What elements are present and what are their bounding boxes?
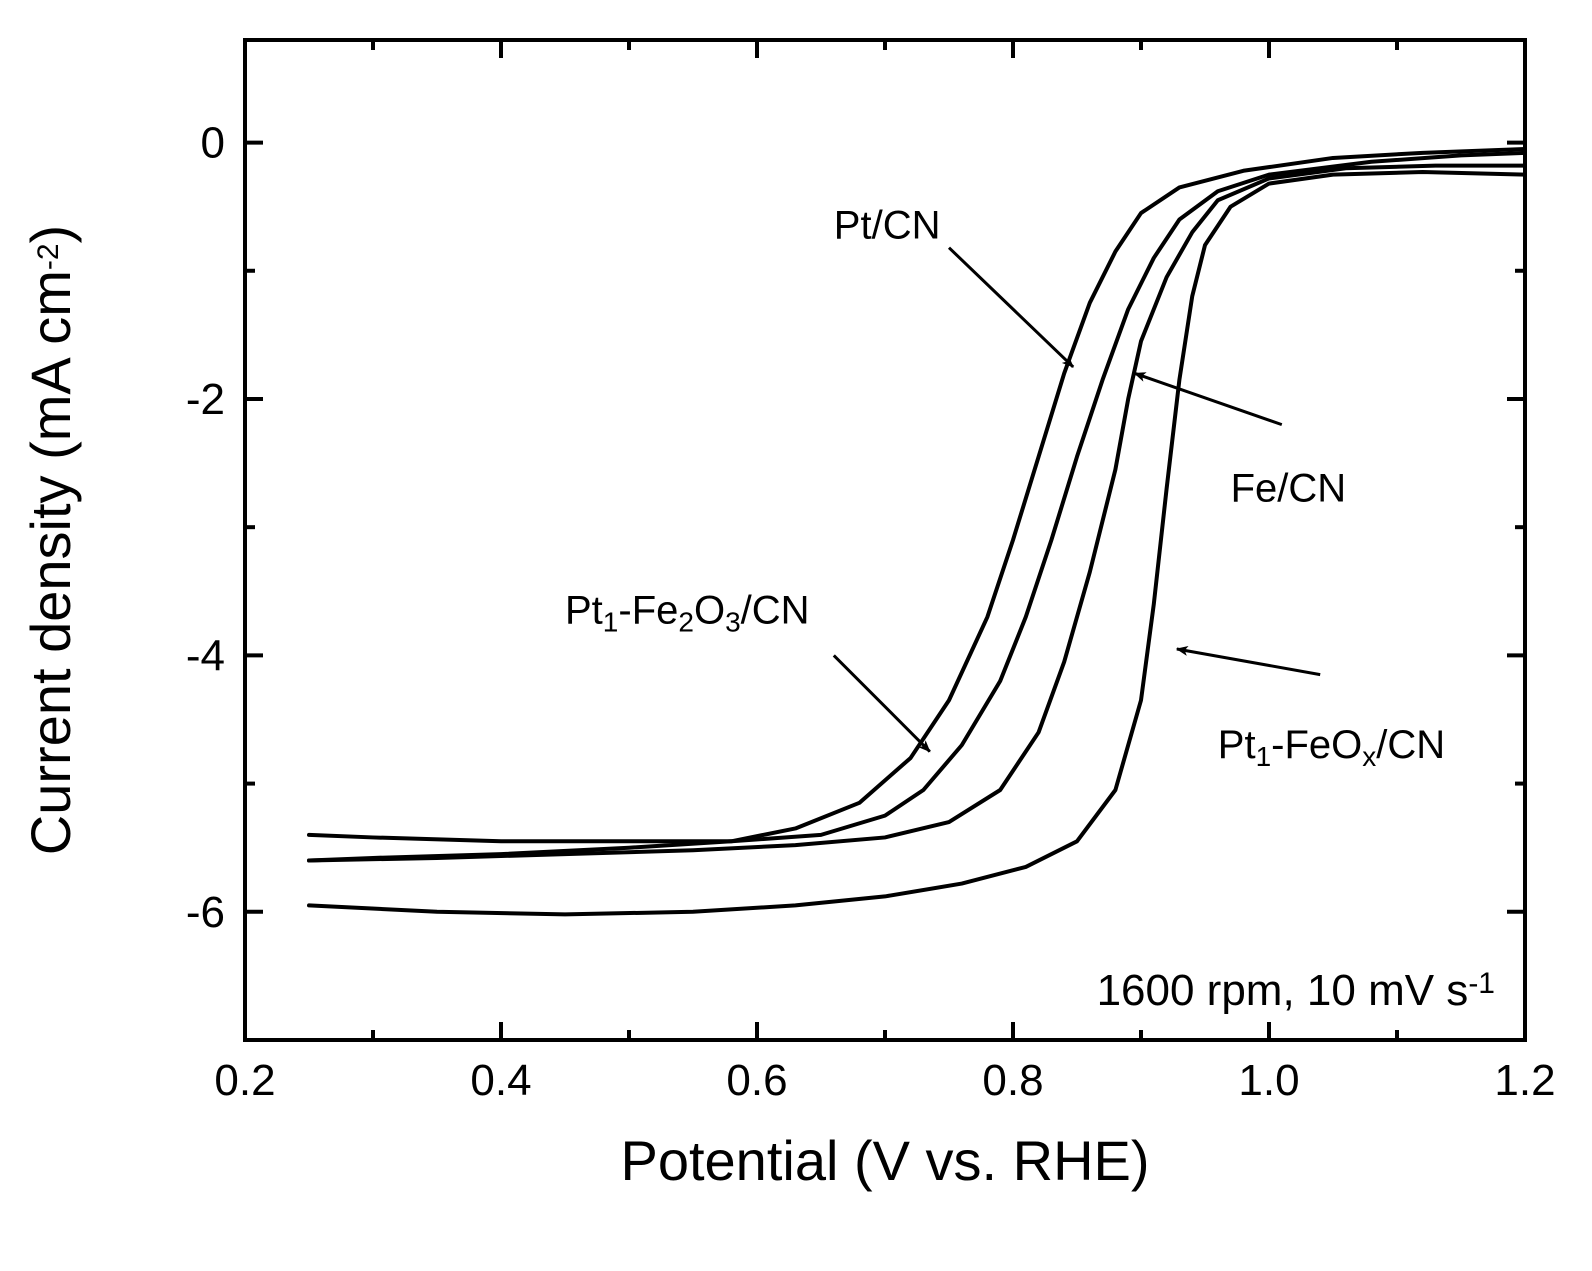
lsv-chart: 0.2 0.4 0.6 0.8 1.0 1.2 -6 -4 -2 0 Pt/CN Pt1-Fe2O… (0, 0, 1592, 1271)
x-tick-label: 0.6 (726, 1056, 787, 1105)
x-tick-label: 1.2 (1494, 1056, 1555, 1105)
x-tick-label: 0.2 (214, 1056, 275, 1105)
label-pt1_feox_cn: Pt1-FeOx/CN (1218, 723, 1445, 772)
series-group (309, 149, 1525, 914)
arrow-fe_cn (1135, 373, 1282, 424)
y-axis-ticks: -6 -4 -2 0 (186, 119, 1525, 1040)
arrow-pt1_feox_cn (1177, 649, 1320, 675)
label-fe_cn: Fe/CN (1231, 467, 1347, 511)
x-tick-label: 1.0 (1238, 1056, 1299, 1105)
arrow-pt_cn (949, 248, 1073, 367)
plot-frame (245, 40, 1525, 1040)
chart-container: { "chart": { "type": "line", "background… (0, 0, 1592, 1271)
arrow-pt1_fe2o3_cn (834, 655, 930, 751)
x-tick-label: 0.4 (470, 1056, 531, 1105)
y-tick-label: -4 (186, 631, 225, 680)
x-tick-label: 0.8 (982, 1056, 1043, 1105)
conditions-label: 1600 rpm, 10 mV s-1 (1097, 966, 1495, 1015)
y-tick-label: -2 (186, 375, 225, 424)
label-pt_cn: Pt/CN (834, 204, 941, 248)
series-pt1_feox_cn (309, 172, 1525, 914)
x-axis-ticks: 0.2 0.4 0.6 0.8 1.0 1.2 (214, 40, 1555, 1105)
y-axis-title: Current density (mA cm-2) (19, 225, 82, 855)
y-tick-label: 0 (201, 119, 225, 168)
label-pt1_fe2o3_cn: Pt1-Fe2O3/CN (565, 588, 810, 637)
x-axis-title: Potential (V vs. RHE) (620, 1129, 1149, 1192)
y-tick-label: -6 (186, 888, 225, 937)
series-labels: Pt/CN Pt1-Fe2O3/CN Fe/CN Pt1-FeOx/CN (565, 204, 1445, 773)
